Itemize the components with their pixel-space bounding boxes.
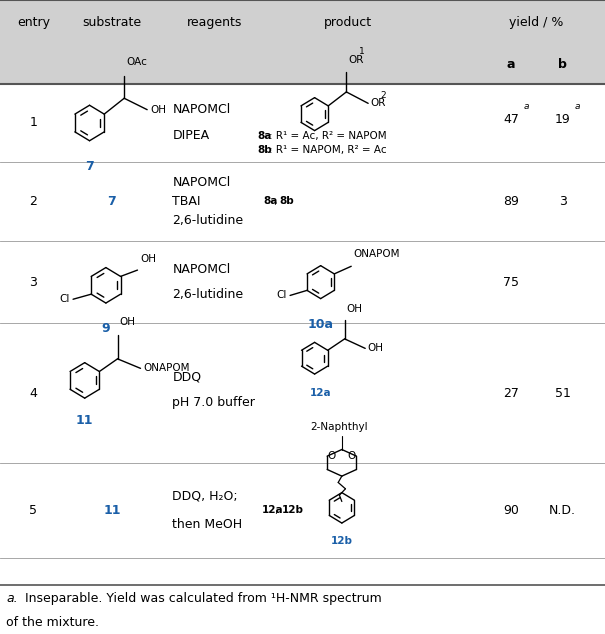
- Text: NAPOMCl: NAPOMCl: [172, 103, 231, 117]
- Text: 2: 2: [29, 195, 38, 208]
- Text: 2: 2: [381, 91, 387, 100]
- Text: Inseparable. Yield was calculated from ¹H-NMR spectrum: Inseparable. Yield was calculated from ¹…: [25, 592, 382, 605]
- Text: 2,6-lutidine: 2,6-lutidine: [172, 288, 244, 301]
- Text: OAc: OAc: [126, 56, 148, 67]
- Text: DDQ, H₂O;: DDQ, H₂O;: [172, 490, 238, 503]
- Text: 4: 4: [29, 387, 38, 399]
- Text: OH: OH: [119, 317, 136, 327]
- Text: 27: 27: [503, 387, 519, 399]
- Text: 12b: 12b: [281, 505, 303, 515]
- Text: yield / %: yield / %: [509, 16, 564, 29]
- Text: OH: OH: [347, 304, 362, 313]
- Text: 51: 51: [555, 387, 571, 399]
- Text: 8a: 8a: [257, 131, 272, 141]
- Bar: [0, 44, 605, 84]
- Text: 8b: 8b: [280, 197, 294, 206]
- Text: OH: OH: [368, 344, 384, 353]
- Text: 12a: 12a: [310, 388, 332, 398]
- Text: NAPOMCl: NAPOMCl: [172, 176, 231, 189]
- Text: ONAPOM: ONAPOM: [354, 249, 400, 259]
- Text: DIPEA: DIPEA: [172, 129, 209, 142]
- Text: 3: 3: [29, 276, 38, 288]
- Text: 9: 9: [102, 322, 110, 335]
- Text: a.: a.: [6, 592, 18, 605]
- Text: OR: OR: [370, 98, 385, 108]
- Text: ,: ,: [275, 505, 282, 515]
- Text: OH: OH: [150, 105, 166, 115]
- Text: TBAI: TBAI: [172, 195, 201, 208]
- Text: entry: entry: [17, 16, 50, 29]
- Text: O: O: [347, 451, 356, 461]
- Text: 19: 19: [555, 113, 571, 126]
- Text: 8a: 8a: [263, 197, 278, 206]
- Text: 1: 1: [29, 116, 38, 129]
- Text: NAPOMCl: NAPOMCl: [172, 263, 231, 276]
- Text: DDQ: DDQ: [172, 371, 201, 384]
- Text: 11: 11: [76, 414, 93, 427]
- Text: : R¹ = NAPOM, R² = Ac: : R¹ = NAPOM, R² = Ac: [269, 145, 387, 155]
- Text: 12b: 12b: [331, 536, 353, 546]
- Text: 5: 5: [29, 504, 38, 517]
- Text: 89: 89: [503, 195, 519, 208]
- Text: 47: 47: [503, 113, 519, 126]
- Text: ,: ,: [274, 197, 281, 206]
- Text: b: b: [558, 58, 567, 70]
- Text: 10a: 10a: [308, 318, 333, 331]
- Text: 1: 1: [359, 48, 365, 56]
- Text: of the mixture.: of the mixture.: [6, 616, 99, 630]
- Text: 2,6-lutidine: 2,6-lutidine: [172, 214, 244, 227]
- Text: substrate: substrate: [82, 16, 142, 29]
- Text: product: product: [324, 16, 372, 29]
- Text: O: O: [328, 451, 336, 461]
- Text: N.D.: N.D.: [549, 504, 576, 517]
- Text: then MeOH: then MeOH: [172, 518, 243, 531]
- Text: ONAPOM: ONAPOM: [143, 363, 189, 373]
- Text: reagents: reagents: [187, 16, 243, 29]
- Text: Cl: Cl: [276, 290, 287, 301]
- Text: 90: 90: [503, 504, 519, 517]
- Bar: [0, 0, 605, 44]
- Text: 12a: 12a: [262, 505, 284, 515]
- Text: a: a: [523, 102, 529, 112]
- Text: 8b: 8b: [257, 145, 272, 155]
- Text: OR: OR: [348, 55, 364, 65]
- Text: 11: 11: [103, 504, 120, 517]
- Text: 75: 75: [503, 276, 519, 288]
- Text: OH: OH: [140, 254, 156, 264]
- Text: 3: 3: [558, 195, 567, 208]
- Text: 2-Naphthyl: 2-Naphthyl: [310, 422, 368, 432]
- Text: pH 7.0 buffer: pH 7.0 buffer: [172, 396, 255, 409]
- Text: : R¹ = Ac, R² = NAPOM: : R¹ = Ac, R² = NAPOM: [269, 131, 387, 141]
- Text: 7: 7: [108, 195, 116, 208]
- Text: a: a: [575, 102, 580, 112]
- Text: a: a: [507, 58, 515, 70]
- Text: 7: 7: [85, 160, 94, 173]
- Text: Cl: Cl: [59, 294, 70, 304]
